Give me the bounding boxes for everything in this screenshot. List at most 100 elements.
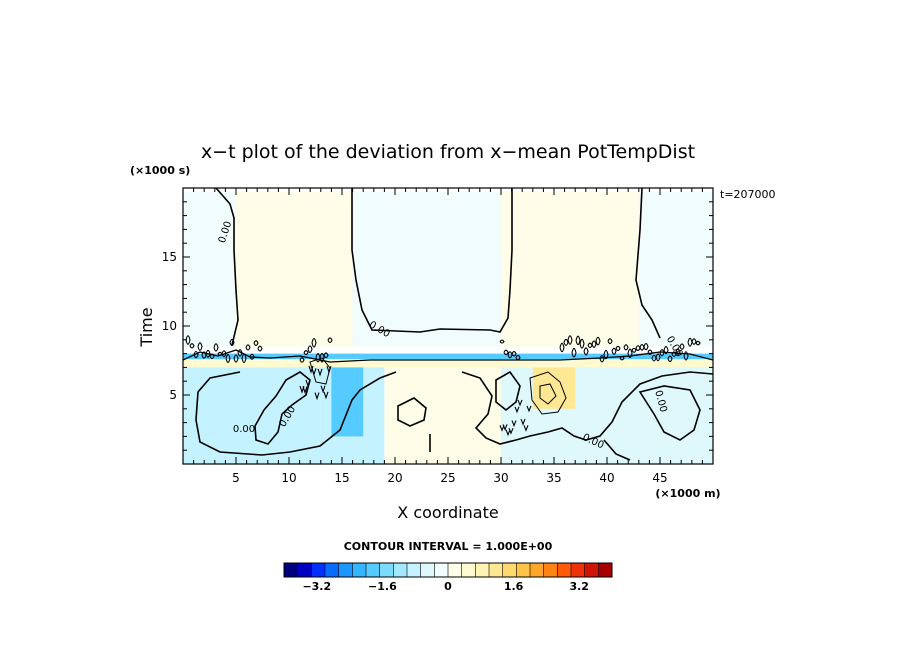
x-tick-label: 20 (387, 471, 402, 485)
turbulent-contour (229, 338, 235, 347)
colorbar-tick-label: 1.6 (504, 580, 524, 593)
contour-line (529, 371, 567, 415)
colorbar-swatch (461, 563, 476, 577)
turbulent-contour (305, 379, 311, 388)
time-stamp: t=207000 (720, 188, 776, 201)
turbulent-contour (627, 348, 633, 359)
turbulent-contour (595, 336, 601, 346)
colorbar-swatch (407, 563, 421, 577)
turbulent-contour (311, 337, 317, 348)
turbulent-contour (508, 427, 514, 435)
turbulent-contour (691, 338, 697, 345)
colorbar-swatch (502, 563, 517, 577)
turbulent-contour (679, 343, 685, 350)
colorbar-swatch (584, 563, 599, 577)
region-transition-cool-line (183, 353, 713, 360)
colorbar-swatch (420, 563, 435, 577)
contour-line (603, 439, 631, 461)
turbulent-contour (579, 338, 585, 349)
turbulent-contour (671, 351, 677, 357)
turbulent-contour (502, 424, 508, 431)
colorbar-swatch (297, 563, 312, 577)
turbulent-contour (225, 353, 231, 363)
colorbar-swatch (393, 563, 408, 577)
turbulent-contour (675, 348, 681, 355)
turbulent-contour (249, 353, 255, 360)
turbulent-contour (499, 425, 505, 432)
x-tick-label: 30 (493, 471, 508, 485)
contour-interval-label: CONTOUR INTERVAL = 1.000E+00 (344, 540, 553, 553)
colorbar-swatch (352, 563, 367, 577)
region-lower-warm-right-spot (532, 367, 576, 409)
turbulent-contour (303, 350, 309, 356)
turbulent-contour (583, 347, 589, 356)
colorbar-swatch (448, 563, 462, 577)
turbulent-contour (663, 345, 669, 355)
turbulent-contour (233, 354, 239, 363)
x-tick-label: 5 (232, 471, 240, 485)
region-lower-warm-center (384, 367, 501, 464)
turbulent-contour (559, 342, 565, 353)
colorbar-tick-label: 3.2 (569, 580, 589, 593)
turbulent-contour (323, 352, 329, 359)
turbulent-contour (591, 340, 597, 348)
contour-line (638, 385, 701, 441)
turbulent-contour (571, 347, 577, 358)
turbulent-contour (197, 342, 203, 351)
x-unit-label: (×1000 m) (655, 487, 720, 500)
turbulent-contour (517, 399, 523, 407)
x-tick-label: 45 (652, 471, 667, 485)
colorbar-swatch (338, 563, 353, 577)
turbulent-contour (667, 355, 673, 363)
turbulent-contour (308, 365, 314, 374)
colorbar-tick-label: −3.2 (302, 580, 331, 593)
contour-line (539, 383, 557, 405)
turbulent-contour (659, 349, 665, 357)
turbulent-contour (563, 338, 569, 346)
contour-line (215, 188, 239, 346)
turbulent-contour (619, 355, 625, 361)
turbulent-contour (575, 335, 581, 346)
turbulent-contour (193, 350, 199, 359)
turbulent-contour (311, 368, 317, 377)
turbulent-contour (647, 349, 653, 356)
turbulent-contour (603, 349, 609, 360)
x-tick-label: 25 (440, 471, 455, 485)
turbulent-contour (245, 344, 251, 351)
colorbar-swatch (598, 563, 613, 577)
colorbar-swatch (557, 563, 572, 577)
y-tick-label: 15 (162, 250, 177, 264)
turbulent-contour (683, 351, 689, 361)
colorbar-swatch (311, 563, 326, 577)
turbulent-contour (253, 340, 259, 346)
turbulent-contour (511, 351, 517, 357)
turbulent-contour (241, 353, 247, 364)
y-axis-label: Time (137, 307, 156, 347)
chart-title: x−t plot of the deviation from x−mean Po… (201, 141, 695, 163)
region-upper-cool-right (638, 192, 713, 347)
turbulent-contour (314, 392, 320, 401)
turbulent-contour (607, 338, 613, 345)
turbulent-contour (695, 340, 701, 346)
x-axis: 5 10 15 20 25 30 35 40 45 (193, 188, 703, 485)
turbulent-contour (323, 391, 329, 400)
x-tick-label: 15 (334, 471, 349, 485)
colorbar-swatch (571, 563, 585, 577)
x-tick-label: 35 (546, 471, 561, 485)
turbulent-contour (237, 349, 243, 357)
turbulent-contour (623, 344, 629, 351)
turbulent-contour (319, 352, 325, 363)
turbulent-contour (326, 365, 332, 374)
region-upper-cool-left (183, 192, 236, 347)
shaded-field (183, 192, 713, 464)
turbulent-contour (209, 353, 215, 360)
turbulent-contours (185, 335, 701, 437)
contour-line (635, 188, 661, 339)
turbulent-contour (257, 345, 263, 352)
contour-line (351, 188, 513, 333)
y-tick-label: 10 (162, 319, 177, 333)
turbulent-contour (523, 425, 529, 432)
turbulent-contour (317, 368, 323, 377)
colorbar-tick-label: −1.6 (368, 580, 397, 593)
